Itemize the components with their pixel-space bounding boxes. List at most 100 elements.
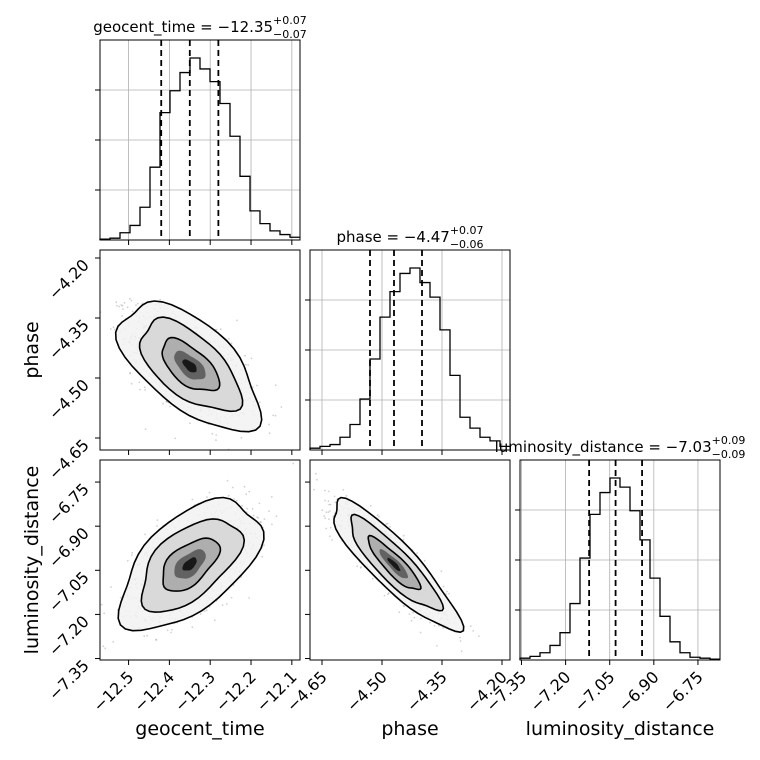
scatter-point (324, 517, 327, 520)
scatter-point (244, 354, 247, 357)
scatter-point (123, 302, 126, 304)
histogram-luminosity_distance (519, 477, 720, 660)
scatter-point (208, 491, 211, 494)
scatter-point (122, 308, 124, 310)
scatter-point (369, 505, 372, 507)
scatter-point (323, 515, 326, 517)
scatter-point (211, 432, 214, 435)
scatter-point (313, 488, 315, 491)
panels-layer (95, 39, 721, 665)
scatter-point (420, 617, 422, 620)
hist-frame-luminosity_distance (519, 459, 721, 661)
scatter-point (120, 304, 123, 306)
scatter-point (130, 299, 133, 302)
scatter-point (174, 437, 177, 440)
scatter-point (144, 533, 147, 536)
scatter-point (155, 638, 157, 641)
scatter-point (135, 304, 137, 307)
scatter-point (169, 405, 172, 408)
scatter-point (448, 592, 450, 595)
xtick-label-luminosity_distance: −7.20 (526, 667, 574, 715)
scatter-point (228, 337, 230, 340)
scatter-point (360, 566, 362, 568)
scatter-point (232, 584, 235, 586)
scatter-point (259, 521, 262, 524)
scatter-point (389, 525, 391, 528)
panel-content (313, 472, 480, 653)
scatter-point (429, 621, 431, 624)
xtick-label-geocent_time: −12.5 (89, 667, 137, 715)
scatter-point (387, 592, 390, 595)
scatter-point (130, 382, 133, 385)
scatter-point (259, 401, 261, 404)
scatter-point (271, 523, 273, 526)
scatter-point (402, 534, 405, 537)
scatter-point (159, 298, 162, 301)
scatter-point (97, 600, 99, 602)
title-main: geocent_time = −12.35 (93, 18, 273, 37)
scatter-point (469, 625, 472, 628)
title-plus: +0.07 (273, 14, 307, 27)
scatter-point (459, 636, 461, 639)
xtick-label-luminosity_distance: −6.75 (659, 667, 707, 715)
scatter-point (478, 635, 480, 637)
scatter-point (324, 489, 326, 492)
scatter-point (280, 406, 283, 408)
scatter-point (345, 495, 348, 497)
scatter-point (275, 515, 278, 518)
panel-2d-phase-vs-geocent_time (95, 249, 301, 455)
ytick-label-phase: −4.35 (45, 315, 93, 363)
scatter-point (141, 302, 144, 305)
scatter-point (219, 328, 222, 331)
scatter-point (371, 577, 374, 580)
xaxis-label-geocent_time: geocent_time (135, 718, 264, 740)
scatter-point (325, 511, 328, 514)
scatter-point (412, 611, 414, 614)
scatter-point (402, 605, 405, 607)
xaxis-label-luminosity_distance: luminosity_distance (526, 718, 715, 740)
scatter-point (327, 490, 330, 493)
scatter-point (252, 386, 254, 389)
scatter-point (329, 535, 331, 538)
scatter-point (256, 516, 259, 518)
scatter-point (126, 306, 129, 309)
panel-2d-luminosity_distance-vs-phase (305, 459, 511, 665)
hist-title-geocent_time: geocent_time = −12.35+0.07 (93, 14, 307, 37)
title-main: phase = −4.47 (336, 228, 449, 246)
title-minus-luminosity_distance: −0.09 (712, 448, 746, 461)
scatter-point (321, 509, 324, 512)
scatter-point (226, 479, 229, 482)
title-main: luminosity_distance = −7.03 (495, 438, 712, 457)
scatter-point (236, 319, 238, 322)
panel-2d-luminosity_distance-vs-geocent_time (95, 459, 301, 665)
scatter-point (110, 586, 112, 588)
hist-panel-phase (305, 249, 511, 455)
scatter-point (257, 517, 260, 519)
scatter-point (325, 527, 328, 530)
scatter-point (243, 485, 246, 488)
scatter-point (413, 616, 416, 619)
scatter-point (258, 502, 261, 505)
scatter-point (112, 640, 115, 643)
yaxis-label-phase: phase (21, 321, 43, 378)
scatter-point (215, 434, 218, 436)
scatter-point (128, 297, 131, 300)
xtick-label-geocent_time: −12.3 (171, 667, 219, 715)
scatter-point (472, 630, 475, 632)
scatter-point (227, 494, 230, 497)
scatter-point (329, 526, 332, 529)
scatter-point (442, 627, 444, 629)
scatter-point (166, 629, 169, 632)
scatter-point (144, 428, 147, 430)
scatter-point (100, 603, 103, 606)
scatter-point (231, 486, 234, 489)
scatter-point (156, 525, 158, 528)
scatter-point (205, 609, 208, 612)
scatter-point (121, 304, 124, 307)
scatter-point (165, 400, 168, 403)
panel-frame (99, 249, 301, 451)
hist-panel-luminosity_distance (515, 459, 721, 665)
scatter-point (230, 342, 233, 345)
scatter-point (245, 493, 248, 496)
ytick-label-phase: −4.50 (45, 375, 93, 423)
